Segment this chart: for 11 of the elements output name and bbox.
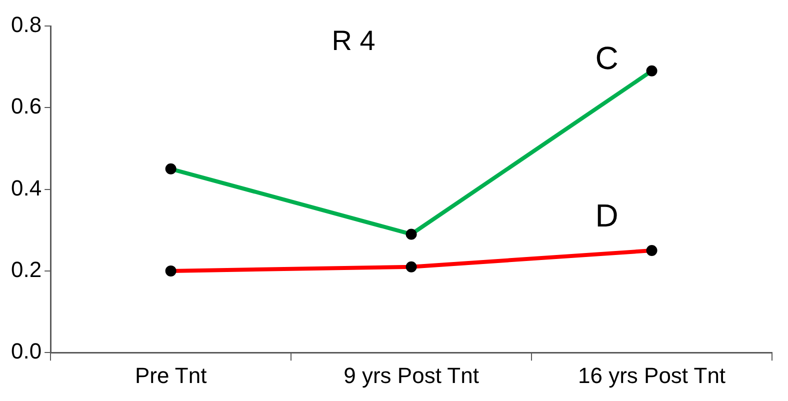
chart-title: R 4 (332, 25, 376, 56)
y-tick-label: 0.0 (10, 338, 42, 364)
x-tick-label: Pre Tnt (134, 362, 207, 388)
y-tick-label: 0.8 (10, 12, 42, 38)
series-label: D (595, 198, 618, 234)
y-tick-label: 0.2 (10, 257, 42, 282)
y-tick-label: 0.6 (10, 94, 42, 119)
y-tick-label: 0.4 (10, 175, 42, 200)
series-label: C (595, 40, 618, 76)
x-tick-label: 9 yrs Post Tnt (344, 362, 479, 388)
x-tick-label: 16 yrs Post Tnt (578, 362, 726, 388)
